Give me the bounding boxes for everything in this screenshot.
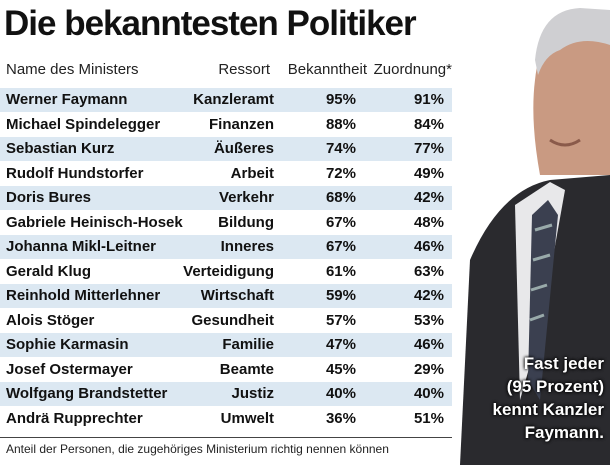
cell: Inneres: [220, 238, 274, 255]
cell: Reinhold Mitterlehner: [6, 287, 161, 304]
cell: Finanzen: [208, 115, 274, 133]
table-row: Johanna Mikl-Leitner Inneres 67% 46%: [0, 235, 452, 259]
cell: 53%: [413, 311, 444, 329]
table-row: Sebastian Kurz Äußeres 74% 77%: [0, 137, 452, 161]
header-cell: Name des Ministers: [6, 61, 139, 78]
cell: 84%: [413, 115, 444, 133]
cell: 45%: [325, 360, 356, 378]
cell: Alois Stöger: [6, 311, 95, 329]
cell: Bildung: [218, 213, 274, 231]
header-cell: Ressort: [218, 61, 270, 78]
caption-line: Fast jeder: [523, 354, 604, 373]
cell: 48%: [413, 213, 444, 231]
cell: 46%: [413, 238, 444, 255]
cell: Justiz: [231, 385, 274, 402]
cell: 51%: [413, 409, 444, 427]
table-row: Rudolf Hundstorfer Arbeit 72% 49%: [0, 162, 452, 186]
footnote: Anteil der Personen, die zugehöriges Min…: [6, 442, 389, 456]
cell: Umwelt: [220, 409, 274, 427]
cell: 68%: [325, 189, 356, 206]
cell: Gesundheit: [191, 311, 274, 329]
table-row: Gerald Klug Verteidigung 61% 63%: [0, 260, 452, 284]
header-cell: Zuordnung*: [373, 61, 452, 78]
cell: 67%: [325, 213, 356, 231]
table-row: Doris Bures Verkehr 68% 42%: [0, 186, 452, 210]
cell: 40%: [325, 385, 356, 402]
cell: 49%: [413, 164, 444, 182]
cell: 61%: [325, 262, 356, 280]
cell: Sebastian Kurz: [6, 140, 115, 157]
cell: 47%: [325, 336, 356, 353]
cell: 91%: [413, 91, 444, 108]
caption-line: Faymann.: [524, 423, 604, 442]
table-row: Andrä Rupprechter Umwelt 36% 51%: [0, 407, 452, 431]
photo: [460, 0, 610, 465]
cell: Gerald Klug: [6, 262, 92, 280]
cell: 46%: [413, 336, 444, 353]
cell: Familie: [222, 336, 274, 353]
cell: Doris Bures: [6, 189, 92, 206]
cell: Wirtschaft: [200, 287, 274, 304]
cell: 72%: [325, 164, 356, 182]
caption-line: kennt Kanzler: [492, 400, 604, 419]
caption: Fast jeder (95 Prozent) kennt Kanzler Fayma…: [493, 352, 604, 444]
cell: Gabriele Heinisch-Hosek: [6, 213, 183, 231]
table-row: Reinhold Mitterlehner Wirtschaft 59% 42%: [0, 284, 452, 308]
table-row: Gabriele Heinisch-Hosek Bildung 67% 48%: [0, 211, 452, 235]
cell: 63%: [413, 262, 444, 280]
cell: Beamte: [219, 360, 274, 378]
cell: Werner Faymann: [6, 91, 128, 108]
table-row: Sophie Karmasin Familie 47% 46%: [0, 333, 452, 357]
cell: 42%: [413, 189, 444, 206]
caption-line: (95 Prozent): [506, 377, 604, 396]
cell: 40%: [413, 385, 444, 402]
cell: 95%: [325, 91, 356, 108]
cell: 59%: [325, 287, 356, 304]
cell: Johanna Mikl-Leitner: [6, 238, 157, 255]
cell: 67%: [325, 238, 356, 255]
table-row: Werner Faymann Kanzleramt 95% 91%: [0, 88, 452, 112]
cell: Äußeres: [213, 140, 274, 157]
header-row: Name des Ministers Ressort Bekanntheit Zuor…: [0, 58, 452, 82]
title: Die bekanntesten Politiker: [4, 4, 417, 43]
cell: 88%: [325, 115, 356, 133]
cell: Andrä Rupprechter: [6, 409, 143, 427]
table-row: Josef Ostermayer Beamte 45% 29%: [0, 358, 452, 382]
cell: Josef Ostermayer: [6, 360, 133, 378]
cell: 74%: [325, 140, 356, 157]
cell: Michael Spindelegger: [6, 115, 161, 133]
cell: Wolfgang Brandstetter: [6, 385, 168, 402]
rule: [0, 437, 452, 438]
cell: 77%: [413, 140, 444, 157]
cell: 42%: [413, 287, 444, 304]
table-row: Michael Spindelegger Finanzen 88% 84%: [0, 113, 452, 137]
cell: Kanzleramt: [193, 91, 274, 108]
cell: Sophie Karmasin: [6, 336, 129, 353]
cell: Verteidigung: [183, 262, 274, 280]
header-cell: Bekanntheit: [287, 61, 367, 78]
cell: Rudolf Hundstorfer: [6, 164, 144, 182]
table-row: Alois Stöger Gesundheit 57% 53%: [0, 309, 452, 333]
cell: Arbeit: [230, 164, 274, 182]
table-row: Wolfgang Brandstetter Justiz 40% 40%: [0, 382, 452, 406]
cell: 29%: [413, 360, 444, 378]
cell: 36%: [325, 409, 356, 427]
cell: 57%: [325, 311, 356, 329]
cell: Verkehr: [218, 189, 274, 206]
